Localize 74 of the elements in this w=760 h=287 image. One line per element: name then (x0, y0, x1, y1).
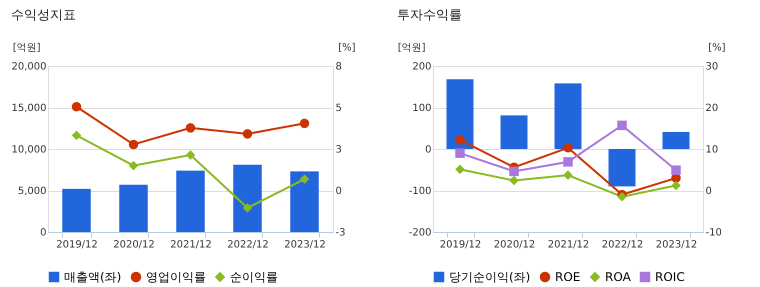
point (72, 130, 82, 140)
point (563, 170, 573, 180)
y2-tick-label: -10 (706, 228, 722, 238)
point (563, 143, 573, 152)
y-tick-label: 15,000 (12, 103, 46, 114)
legend-label: ROA (605, 270, 632, 284)
bar (176, 170, 205, 232)
point (72, 102, 82, 112)
x-tick-label: 2019/12 (56, 240, 98, 250)
point (128, 160, 138, 170)
y2-tick-label: 3 (336, 144, 342, 156)
bar (500, 115, 528, 149)
y2-tick-label: 0 (706, 186, 712, 197)
point (671, 165, 681, 175)
point (186, 150, 196, 160)
y-tick-label: -100 (408, 186, 432, 197)
y2-axis-title: [%] (708, 42, 726, 54)
point (455, 164, 465, 174)
point (617, 120, 627, 130)
y-axis-title: [억원] (12, 42, 41, 54)
y-tick-label: 20,000 (12, 62, 46, 72)
y-tick-label: 10,000 (12, 144, 46, 156)
point (455, 135, 465, 145)
y-tick-label: -200 (408, 228, 432, 238)
x-tick-label: 2019/12 (440, 240, 482, 250)
legend-label: 순이익률 (230, 270, 278, 284)
bar (233, 164, 262, 232)
chart-title: 수익성지표 (11, 8, 76, 23)
y2-tick-label: -3 (336, 228, 346, 238)
legend-label: 영업이익률 (146, 270, 206, 284)
bar (446, 79, 474, 149)
bar (119, 184, 148, 232)
y2-tick-label: 0 (336, 186, 342, 197)
x-tick-label: 2021/12 (170, 240, 212, 250)
legend-label: ROIC (655, 270, 685, 284)
x-tick-label: 2021/12 (548, 240, 590, 250)
point (300, 118, 310, 128)
legend-label: 당기순이익(좌) (449, 270, 530, 284)
y2-tick-label: 8 (336, 62, 342, 72)
legend-label: 매출액(좌) (64, 270, 122, 284)
point (300, 174, 310, 184)
point (186, 123, 196, 133)
y-axis-title: [억원] (398, 42, 426, 54)
point (455, 148, 465, 158)
bar (554, 83, 582, 149)
y2-tick-label: 20 (706, 103, 718, 114)
point (563, 157, 573, 167)
x-tick-label: 2023/12 (284, 240, 326, 250)
point (128, 140, 138, 150)
chart-title: 투자수익률 (397, 8, 462, 23)
x-tick-label: 2022/12 (227, 240, 269, 250)
y2-tick-label: 10 (706, 144, 718, 156)
y2-tick-label: 30 (706, 62, 718, 72)
point (242, 203, 252, 213)
y2-tick-label: 5 (336, 103, 342, 114)
y-tick-label: 100 (412, 103, 432, 114)
point (509, 176, 519, 186)
bar (662, 132, 690, 149)
x-tick-label: 2023/12 (656, 240, 698, 250)
point (509, 166, 519, 176)
point (242, 129, 252, 139)
x-tick-label: 2022/12 (602, 240, 644, 250)
x-tick-label: 2020/12 (494, 240, 536, 250)
bar (608, 149, 636, 186)
y-tick-label: 5,000 (18, 186, 46, 197)
y-tick-label: 0 (40, 228, 46, 238)
point (671, 180, 681, 190)
bar (290, 171, 319, 232)
y-tick-label: 0 (425, 144, 432, 156)
y2-axis-title: [%] (338, 42, 356, 54)
x-tick-label: 2020/12 (113, 240, 155, 250)
legend-label: ROE (555, 270, 580, 284)
bar (62, 188, 91, 232)
y-tick-label: 200 (412, 62, 432, 72)
